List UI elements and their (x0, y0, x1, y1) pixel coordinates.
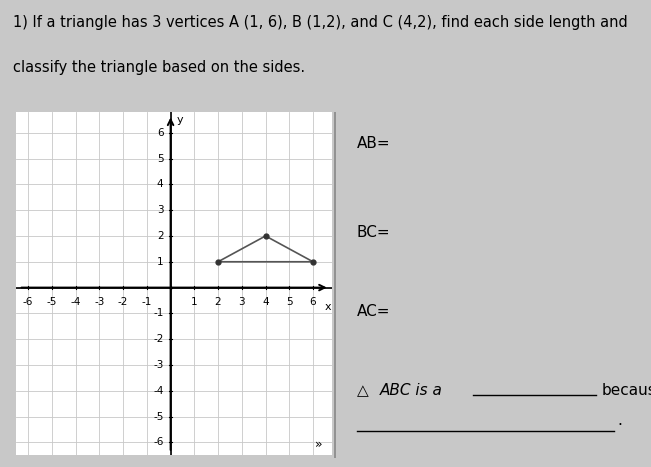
Text: classify the triangle based on the sides.: classify the triangle based on the sides… (13, 60, 305, 75)
Text: -3: -3 (153, 360, 163, 370)
Text: -1: -1 (142, 297, 152, 307)
Text: ABC is a: ABC is a (380, 383, 443, 398)
Text: 4: 4 (262, 297, 269, 307)
Text: x: x (324, 302, 331, 312)
Text: BC=: BC= (357, 226, 391, 241)
Text: -2: -2 (153, 334, 163, 344)
Text: 2: 2 (215, 297, 221, 307)
Text: 4: 4 (157, 179, 163, 189)
Text: 3: 3 (157, 205, 163, 215)
Text: y: y (176, 115, 183, 125)
Text: 3: 3 (238, 297, 245, 307)
Text: -4: -4 (153, 386, 163, 396)
Text: 1: 1 (191, 297, 198, 307)
Text: 6: 6 (157, 128, 163, 138)
Text: -4: -4 (70, 297, 81, 307)
Text: -6: -6 (23, 297, 33, 307)
Text: »: » (314, 438, 322, 451)
Text: 5: 5 (157, 154, 163, 163)
Text: AB=: AB= (357, 136, 391, 151)
Text: AC=: AC= (357, 304, 391, 319)
Text: .: . (617, 413, 622, 428)
Text: 1: 1 (157, 257, 163, 267)
Text: -5: -5 (153, 411, 163, 422)
Text: 2: 2 (157, 231, 163, 241)
Text: 6: 6 (310, 297, 316, 307)
Text: -6: -6 (153, 438, 163, 447)
Text: -5: -5 (47, 297, 57, 307)
Text: 1) If a triangle has 3 vertices A (1, 6), B (1,2), and C (4,2), find each side l: 1) If a triangle has 3 vertices A (1, 6)… (13, 15, 628, 30)
Text: -1: -1 (153, 308, 163, 318)
Text: △: △ (357, 383, 368, 398)
Text: because: because (602, 383, 651, 398)
Text: -3: -3 (94, 297, 105, 307)
Text: -2: -2 (118, 297, 128, 307)
Text: 5: 5 (286, 297, 292, 307)
